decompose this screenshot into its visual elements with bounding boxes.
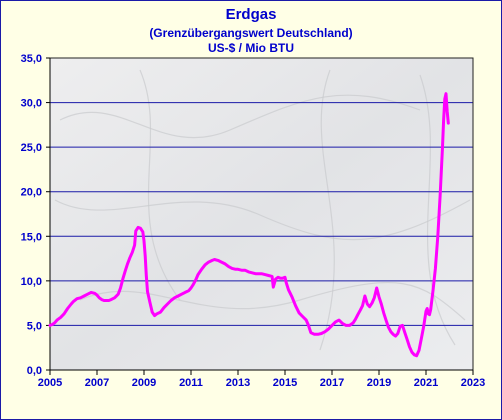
y-tick-label: 20,0 [21,187,42,199]
y-tick-label: 25,0 [21,142,42,154]
x-tick-label: 2013 [226,377,250,389]
chart-title: Erdgas [225,6,277,23]
x-tick-label: 2007 [85,377,109,389]
marble-vein [54,199,471,241]
y-tick-label: 10,0 [21,276,42,288]
marble-vein [59,94,421,139]
x-tick-label: 2017 [320,377,344,389]
x-tick-label: 2019 [367,377,391,389]
marble-vein [79,282,466,321]
plot-background [50,58,473,370]
y-tick-label: 30,0 [21,98,42,110]
x-tick-label: 2015 [273,377,297,389]
x-tick-label: 2009 [132,377,156,389]
x-tick-label: 2023 [461,377,485,389]
marble-vein [139,69,181,301]
y-tick-label: 0,0 [27,365,42,377]
y-tick-label: 15,0 [21,231,42,243]
marble-vein [419,74,456,346]
x-tick-label: 2011 [179,377,203,389]
chart-subtitle: (Grenzübergangswert Deutschland) [149,26,353,40]
y-tick-label: 35,0 [21,53,42,65]
x-tick-label: 2021 [414,377,438,389]
chart-unit: US-$ / Mio BTU [208,41,294,55]
y-tick-label: 5,0 [27,320,42,332]
x-tick-label: 2005 [38,377,62,389]
series-line [48,92,450,358]
marble-vein [319,69,335,351]
